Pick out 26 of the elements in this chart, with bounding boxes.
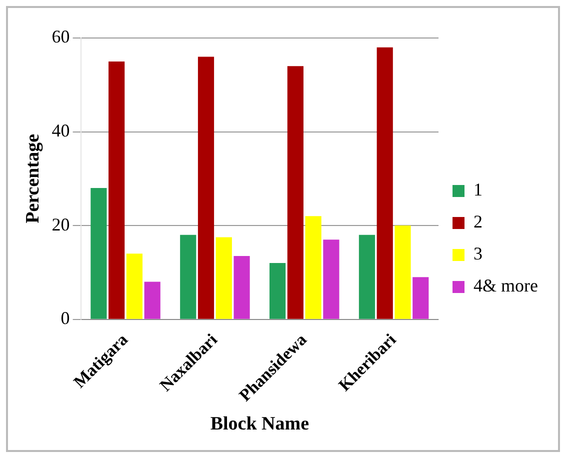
bar [269, 263, 286, 319]
y-tick-label: 40 [52, 120, 70, 141]
legend-label: 4& more [474, 276, 538, 296]
bar [144, 282, 160, 319]
bar [376, 47, 393, 319]
bar [216, 237, 232, 319]
bar [198, 56, 214, 319]
y-tick-label: 0 [60, 308, 70, 328]
bar [323, 240, 340, 319]
legend-label: 1 [474, 180, 483, 200]
bar [90, 188, 107, 319]
y-tick-label: 20 [52, 214, 70, 234]
legend-label: 2 [474, 212, 483, 232]
bar [412, 277, 429, 319]
bar [287, 66, 304, 319]
bar [108, 61, 125, 319]
legend-label: 3 [474, 244, 483, 264]
bar [305, 216, 322, 319]
bar [358, 234, 376, 319]
bar [234, 256, 250, 319]
bar [394, 226, 411, 319]
bar [180, 234, 196, 319]
x-axis-title: Block Name [210, 414, 309, 435]
y-axis-title: Percentage [22, 134, 44, 224]
y-tick-label: 60 [52, 26, 70, 47]
bar [126, 254, 143, 319]
